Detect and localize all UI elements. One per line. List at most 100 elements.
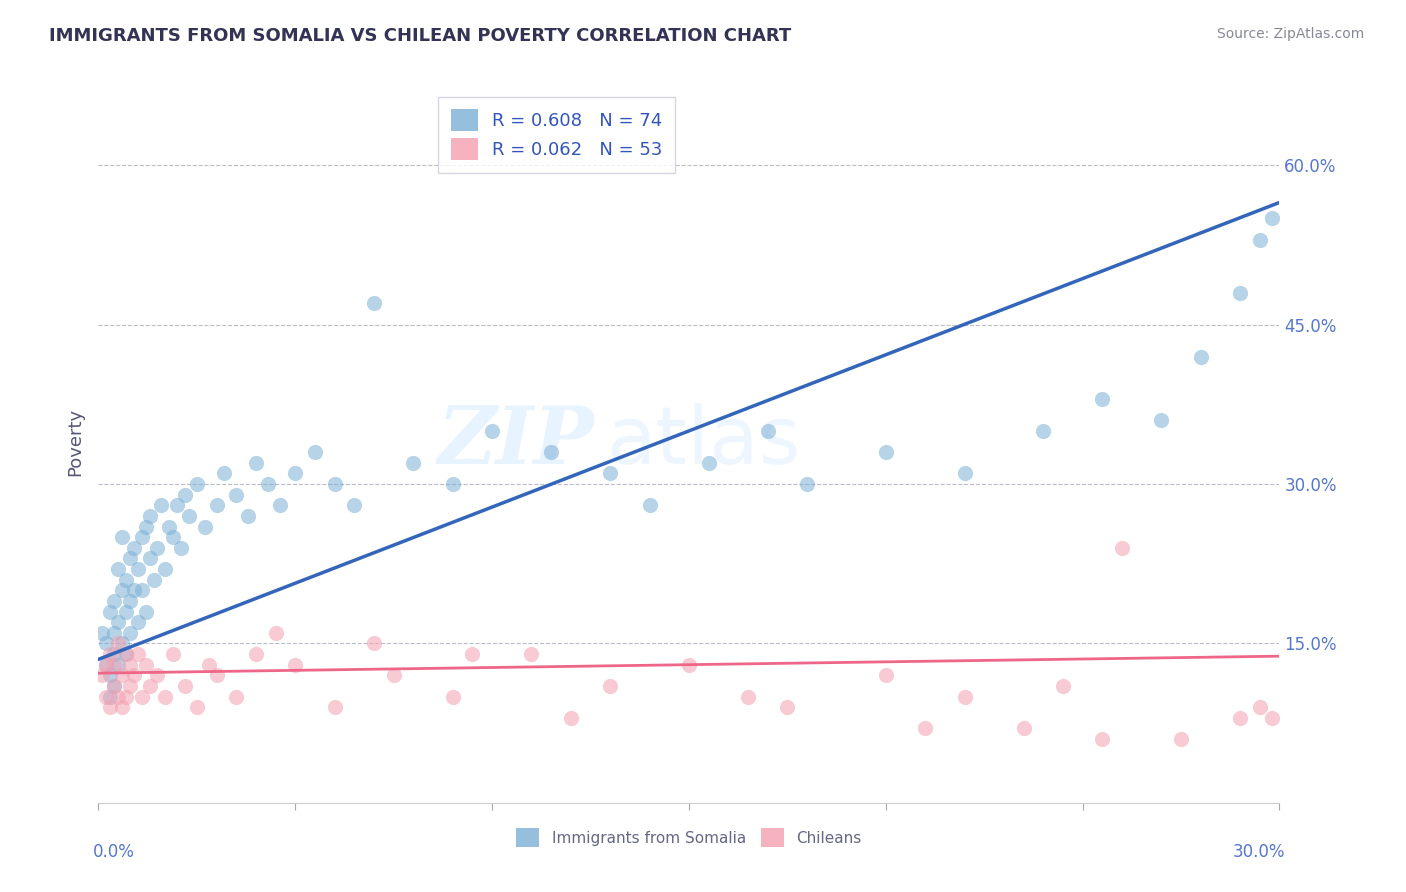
Point xyxy=(118,679,141,693)
Point xyxy=(1052,679,1074,693)
Point xyxy=(1111,541,1133,555)
Point xyxy=(236,508,259,523)
Point xyxy=(284,657,307,672)
Point xyxy=(875,668,897,682)
Point xyxy=(382,668,405,682)
Point xyxy=(1260,711,1282,725)
Point xyxy=(214,467,236,481)
Point xyxy=(174,679,197,693)
Point xyxy=(205,498,228,512)
Point xyxy=(111,530,134,544)
Point xyxy=(142,573,165,587)
Point xyxy=(91,668,114,682)
Point xyxy=(118,657,141,672)
Point xyxy=(256,477,278,491)
Point xyxy=(138,508,160,523)
Text: Source: ZipAtlas.com: Source: ZipAtlas.com xyxy=(1216,27,1364,41)
Point xyxy=(481,424,503,438)
Text: 0.0%: 0.0% xyxy=(93,843,135,861)
Point xyxy=(1150,413,1173,427)
Point xyxy=(131,530,153,544)
Point xyxy=(98,605,121,619)
Point xyxy=(131,583,153,598)
Point xyxy=(115,647,138,661)
Point xyxy=(225,690,247,704)
Point xyxy=(111,583,134,598)
Point xyxy=(560,711,582,725)
Point xyxy=(122,668,145,682)
Point xyxy=(875,445,897,459)
Point xyxy=(166,498,188,512)
Point xyxy=(1260,211,1282,226)
Point xyxy=(269,498,291,512)
Point xyxy=(599,467,621,481)
Point xyxy=(162,647,184,661)
Point xyxy=(115,647,138,661)
Point xyxy=(245,456,267,470)
Text: ZIP: ZIP xyxy=(437,403,595,480)
Point xyxy=(111,700,134,714)
Point xyxy=(127,615,149,630)
Point xyxy=(363,636,385,650)
Point xyxy=(155,562,177,576)
Point xyxy=(1170,732,1192,747)
Point xyxy=(441,477,464,491)
Point xyxy=(96,690,118,704)
Point xyxy=(225,488,247,502)
Point xyxy=(103,625,125,640)
Point xyxy=(461,647,484,661)
Point xyxy=(118,625,141,640)
Point xyxy=(1091,392,1114,406)
Point xyxy=(115,573,138,587)
Point xyxy=(402,456,425,470)
Point xyxy=(118,551,141,566)
Point xyxy=(107,615,129,630)
Point xyxy=(103,679,125,693)
Point xyxy=(107,562,129,576)
Point xyxy=(323,700,346,714)
Point xyxy=(127,647,149,661)
Point xyxy=(107,690,129,704)
Point xyxy=(304,445,326,459)
Point xyxy=(1249,700,1271,714)
Point xyxy=(98,647,121,661)
Point xyxy=(103,594,125,608)
Point xyxy=(131,690,153,704)
Point xyxy=(1249,233,1271,247)
Point xyxy=(103,657,125,672)
Point xyxy=(441,690,464,704)
Point xyxy=(96,636,118,650)
Text: IMMIGRANTS FROM SOMALIA VS CHILEAN POVERTY CORRELATION CHART: IMMIGRANTS FROM SOMALIA VS CHILEAN POVER… xyxy=(49,27,792,45)
Point xyxy=(170,541,193,555)
Point xyxy=(697,456,720,470)
Y-axis label: Poverty: Poverty xyxy=(66,408,84,475)
Point xyxy=(1229,285,1251,300)
Point xyxy=(162,530,184,544)
Point xyxy=(540,445,562,459)
Point xyxy=(107,636,129,650)
Point xyxy=(1012,722,1035,736)
Point xyxy=(98,668,121,682)
Point xyxy=(118,594,141,608)
Point xyxy=(599,679,621,693)
Point xyxy=(115,690,138,704)
Point xyxy=(96,657,118,672)
Point xyxy=(138,679,160,693)
Point xyxy=(127,562,149,576)
Point xyxy=(953,467,976,481)
Point xyxy=(111,636,134,650)
Text: 30.0%: 30.0% xyxy=(1233,843,1285,861)
Point xyxy=(91,625,114,640)
Point xyxy=(135,657,157,672)
Point xyxy=(796,477,818,491)
Point xyxy=(638,498,661,512)
Point xyxy=(1032,424,1054,438)
Point xyxy=(122,583,145,598)
Point xyxy=(96,657,118,672)
Point xyxy=(197,657,219,672)
Point xyxy=(115,605,138,619)
Point xyxy=(323,477,346,491)
Text: atlas: atlas xyxy=(606,402,800,481)
Point xyxy=(363,296,385,310)
Point xyxy=(186,700,208,714)
